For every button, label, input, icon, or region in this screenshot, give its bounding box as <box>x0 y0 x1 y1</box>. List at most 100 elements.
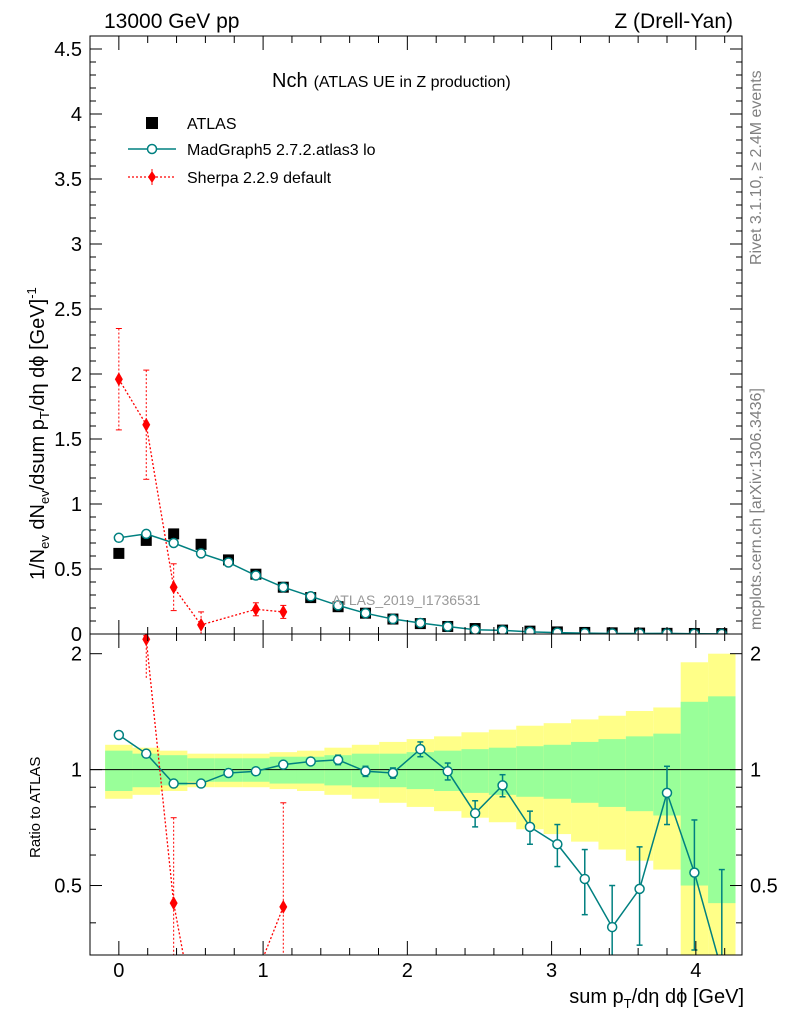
madgraph-point-4 <box>223 557 234 568</box>
sherpa-ratio-line <box>142 634 184 955</box>
mcplots-label: mcplots.cern.ch [arXiv:1306.3436] <box>748 388 765 630</box>
y-tick-label-7: 3.5 <box>54 169 82 191</box>
sherpa-point-5 <box>251 602 260 617</box>
ratio-tick-label-right-0: 0.5 <box>750 876 778 898</box>
madgraph-point-10 <box>387 613 399 625</box>
axes: 00.511.522.533.544.50.5 0.51 12 20 1 2 3 4 <box>54 35 778 982</box>
plot-title-sub: (ATLAS UE in Z production) <box>314 74 511 91</box>
madgraph-point-13 <box>469 624 481 634</box>
x-tick-label-2: 2 <box>402 960 413 982</box>
x-tick-label-0: 0 <box>113 960 124 982</box>
atlas-point-2 <box>168 528 180 540</box>
ratio-uncertainty-bands <box>105 653 736 955</box>
y-axis-label: 1/Nev dNev/dsum pT/dη dϕ [GeV]-1 <box>24 287 52 580</box>
y-tick-label-6: 3 <box>71 234 82 256</box>
madgraph-point-8 <box>332 600 344 611</box>
madgraph-point-17 <box>579 627 591 634</box>
madgraph-point-11 <box>415 617 426 629</box>
legend-atlas-label: ATLAS <box>187 116 237 133</box>
atlas-point-0 <box>113 547 125 559</box>
madgraph-ratio-point-13 <box>469 808 481 819</box>
madgraph-point-6 <box>278 581 289 593</box>
madgraph-ratio-point-19 <box>634 883 645 895</box>
ratio-tick-label-0: 0.5 <box>54 876 82 898</box>
madgraph-ratio-point-5 <box>250 766 262 777</box>
madgraph-point-3 <box>195 548 207 559</box>
x-axis-label: sum pT/dη dϕ [GeV] <box>569 986 744 1011</box>
madgraph-point-16 <box>552 627 563 634</box>
sherpa-point-0 <box>114 372 123 387</box>
plot-title-main: Nch <box>272 70 308 92</box>
band-inner-18 <box>598 739 626 807</box>
ratio-frame <box>89 633 743 956</box>
madgraph-ratio-point-17 <box>579 873 591 885</box>
madgraph-ratio-point-12 <box>442 766 453 777</box>
madgraph-ratio-point-20 <box>661 787 673 799</box>
analysis-watermark: ATLAS_2019_I1736531 <box>332 592 481 608</box>
madgraph-ratio-point-7 <box>305 756 316 767</box>
madgraph-point-7 <box>305 591 316 602</box>
y-tick-label-3: 1.5 <box>54 429 82 451</box>
ratio-tick-label-right-1: 1 <box>750 760 761 782</box>
sherpa-ratio-point-2 <box>169 896 178 911</box>
sherpa-point-2 <box>169 580 178 595</box>
sherpa-ratio-point-1 <box>142 634 151 647</box>
band-inner-16 <box>543 744 572 799</box>
madgraph-ratio-point-21 <box>689 867 700 878</box>
band-inner-1 <box>132 753 160 788</box>
legend-sherpa-marker <box>148 171 156 183</box>
madgraph-ratio-point-3 <box>195 778 207 789</box>
madgraph-point-12 <box>442 621 453 632</box>
legend-madgraph-marker <box>146 143 158 155</box>
band-inner-15 <box>516 746 544 797</box>
y-tick-label-8: 4 <box>71 104 82 126</box>
legend: ATLAS MadGraph5 2.7.2.atlas3 lo Sherpa 2… <box>128 116 376 187</box>
ratio-tick-label-2: 2 <box>71 644 82 666</box>
madgraph-ratio-point-4 <box>223 767 234 779</box>
legend-madgraph-label: MadGraph5 2.7.2.atlas3 lo <box>187 142 376 159</box>
sherpa-ratio-line-2 <box>263 906 284 955</box>
atlas-point-3 <box>195 538 207 550</box>
band-inner-22 <box>708 696 736 904</box>
sherpa-point-1 <box>142 417 151 432</box>
x-tick-label-1: 1 <box>258 960 269 982</box>
plot-title: Nch (ATLAS UE in Z production) <box>272 70 511 92</box>
band-inner-11 <box>406 752 435 790</box>
madgraph-point-0 <box>113 532 125 544</box>
madgraph-ratio-point-10 <box>387 767 399 779</box>
legend-sherpa-label: Sherpa 2.2.9 default <box>187 170 332 187</box>
sherpa-line <box>118 378 284 626</box>
x-tick-label-3: 3 <box>546 960 557 982</box>
y-tick-label-9: 4.5 <box>54 39 82 61</box>
x-tick-label-4: 4 <box>690 960 701 982</box>
madgraph-point-9 <box>360 607 371 619</box>
band-inner-13 <box>461 749 489 793</box>
band-inner-19 <box>625 736 654 812</box>
madgraph-ratio-point-16 <box>552 838 563 850</box>
madgraph-ratio-point-15 <box>524 821 536 833</box>
madgraph-ratio-point-18 <box>606 921 618 933</box>
sherpa-point-3 <box>197 617 206 632</box>
madgraph-ratio-point-9 <box>360 766 371 777</box>
madgraph-ratio-point-11 <box>415 743 426 755</box>
madgraph-ratio-point-6 <box>278 759 289 770</box>
atlas-point-1 <box>140 534 152 546</box>
madgraph-ratio-point-14 <box>497 780 508 791</box>
madgraph-point-2 <box>168 537 179 549</box>
band-inner-0 <box>105 750 133 791</box>
madgraph-ratio-point-0 <box>113 729 125 741</box>
y-tick-label-2: 1 <box>71 494 82 516</box>
rivet-label: Rivet 3.1.10, ≥ 2.4M events <box>748 70 765 265</box>
madgraph-ratio-point-22 <box>717 966 726 975</box>
madgraph-ratio-point-2 <box>168 778 179 789</box>
sherpa-ratio-point-6 <box>279 899 288 914</box>
y-tick-label-0: 0 <box>71 624 82 646</box>
y-tick-label-4: 2 <box>71 364 82 386</box>
y-tick-label-5: 2.5 <box>54 299 82 321</box>
sherpa-point-6 <box>279 604 288 619</box>
energy-label: 13000 GeV pp <box>104 10 239 33</box>
madgraph-point-14 <box>497 625 508 634</box>
ratio-tick-label-right-2: 2 <box>750 644 761 666</box>
madgraph-point-1 <box>141 528 152 540</box>
